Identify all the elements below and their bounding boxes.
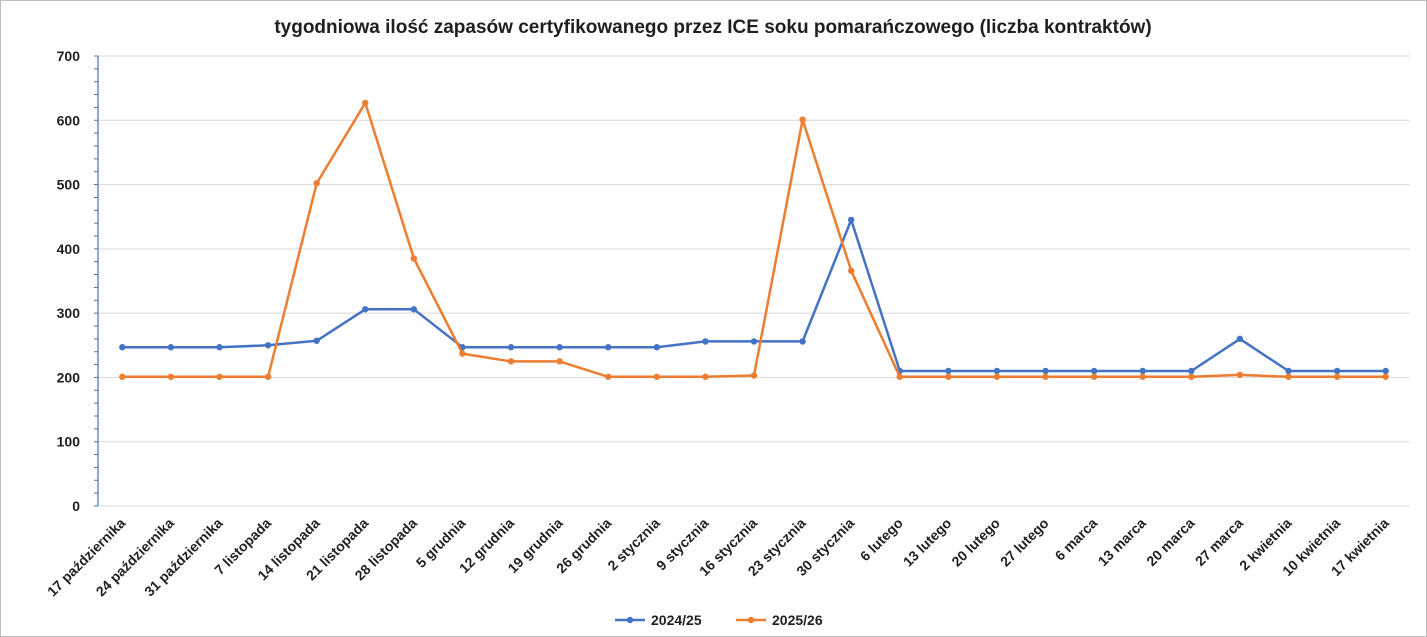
data-point [1236,335,1244,343]
data-point [1139,373,1146,380]
data-point [264,342,272,349]
y-tick-label: 200 [57,369,81,385]
legend-label: 2025/26 [772,612,823,628]
data-point [1285,373,1292,380]
gridlines [98,55,1410,443]
data-point [653,373,661,380]
data-point [1333,373,1341,380]
data-point [264,373,272,380]
data-point [993,367,1001,375]
y-tick-label: 700 [57,48,81,64]
data-point [1188,367,1195,375]
data-point [1090,367,1098,375]
data-point [1382,367,1389,375]
y-tick-label: 500 [57,177,81,193]
axes [94,55,1410,507]
data-point [1285,367,1292,375]
data-point [313,337,320,344]
data-point [750,338,758,345]
legend-label: 2024/25 [651,612,702,628]
data-point [847,216,855,224]
data-point [362,99,369,107]
x-tick-label: 20 lutego [948,515,1003,570]
data-point [1333,367,1341,375]
data-point [507,358,515,365]
data-point [313,180,320,187]
data-point [459,350,466,357]
data-point [216,373,223,380]
x-tick-label: 27 lutego [997,515,1052,570]
y-tick-labels: 0 100 200 300 400 500 600 700 [57,48,81,514]
x-tick-label: 6 lutego [857,515,906,564]
series-line-0 [121,218,1387,373]
y-tick-label: 400 [57,241,81,257]
data-point [556,344,563,351]
data-point [702,338,709,345]
data-point [945,367,952,375]
data-point [799,338,806,345]
series-group [119,99,1389,380]
x-tick-label: 13 lutego [900,515,955,570]
data-point [119,344,126,351]
data-point [556,358,563,365]
data-point [1042,373,1049,380]
data-point [507,344,515,351]
data-point [702,373,709,380]
data-point [1042,367,1049,375]
data-point [410,306,418,313]
chart-title: tygodniowa ilość zapasów certyfikowanego… [274,17,1151,38]
data-point [1139,367,1146,375]
data-point [167,373,175,380]
data-point [410,255,418,262]
data-point [896,373,903,380]
data-point [605,373,612,380]
data-point [847,267,855,274]
y-tick-label: 600 [57,112,81,128]
x-tick-label: 20 marca [1143,515,1197,569]
series-line-1 [121,101,1387,379]
y-tick-label: 100 [57,434,81,450]
x-tick-label: 13 marca [1095,515,1149,569]
legend: 2024/25 2025/26 [615,612,823,628]
y-tick-label: 0 [72,498,80,514]
legend-swatch-marker [747,616,755,624]
data-point [362,306,369,313]
x-tick-label: 6 marca [1052,515,1101,564]
data-point [1236,371,1244,379]
data-point [1382,373,1389,380]
data-point [216,344,223,351]
data-point [119,373,126,380]
data-point [167,344,175,351]
y-tick-label: 300 [57,305,81,321]
data-point [799,116,806,123]
data-point [945,373,952,380]
data-point [750,372,758,379]
data-point [1090,373,1098,380]
data-point [993,373,1001,380]
data-point [1188,373,1195,380]
legend-swatch-marker [626,616,634,624]
data-point [605,344,612,351]
data-point [653,344,661,351]
